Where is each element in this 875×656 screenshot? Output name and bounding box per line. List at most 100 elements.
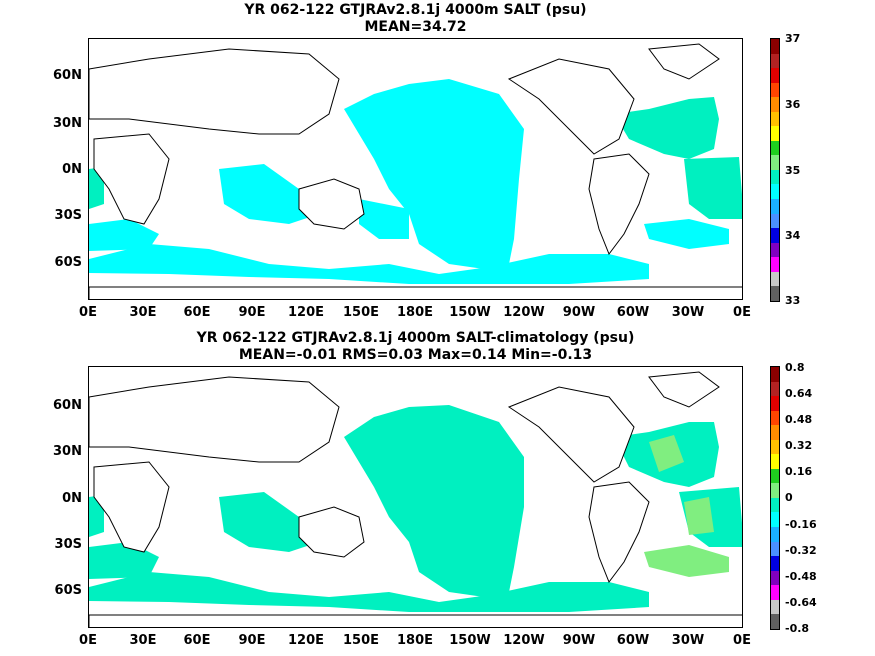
panel2-field-pacific (344, 405, 524, 597)
panel2-map (88, 366, 743, 628)
panel1-field-n-atlantic (614, 97, 719, 159)
colorbar-segment (771, 454, 779, 469)
panel1-lon-label: 150W (449, 305, 491, 320)
colorbar-segment (771, 271, 779, 287)
colorbar-segment (771, 396, 779, 411)
colorbar-segment (771, 126, 779, 141)
panel2-coast-eurasia (89, 376, 340, 463)
panel2-colorbar-tick: -0.48 (785, 570, 817, 583)
colorbar-segment (771, 53, 779, 69)
panel1-lon-label: 60W (616, 305, 650, 320)
panel1-lon-label: 90W (562, 305, 596, 320)
panel1-continents (89, 43, 742, 299)
panel2-lon-label: 120E (287, 633, 325, 648)
panel2-lat-label: 0N (62, 491, 82, 506)
panel2-field-sw-indian (89, 542, 159, 579)
panel1-lat-label: 60N (53, 68, 82, 83)
panel2-colorbar-tick: 0 (785, 491, 793, 504)
colorbar-segment (771, 439, 779, 455)
panel1-lon-label: 150E (342, 305, 380, 320)
colorbar-segment (771, 286, 779, 301)
panel1-lon-label: 0E (733, 305, 751, 320)
panel2-colorbar (770, 366, 780, 630)
colorbar-segment (771, 97, 779, 112)
panel2-coast-africa (93, 461, 170, 553)
panel1-lon-label: 120W (503, 305, 545, 320)
panel1-lat-label: 60S (54, 255, 82, 270)
colorbar-segment (771, 199, 779, 214)
panel2-field-sub-antarctic (644, 545, 729, 577)
panel1-field-sw-indian (89, 219, 159, 251)
panel2-colorbar-tick: 0.48 (785, 413, 813, 426)
panel2-coast-south-america (588, 481, 650, 584)
colorbar-segment (771, 242, 779, 258)
panel2-lon-label: 60E (183, 633, 211, 648)
panel2-colorbar-tick: 0.32 (785, 439, 813, 452)
panel2-lon-label: 60W (616, 633, 650, 648)
panel1-lon-label: 180E (396, 305, 434, 320)
panel1-lon-label: 30W (671, 305, 705, 320)
panel2-continents (89, 371, 742, 627)
colorbar-segment (771, 527, 779, 542)
colorbar-segment (771, 257, 779, 272)
panel1-coast-antarctica (89, 286, 742, 299)
colorbar-segment (771, 512, 779, 528)
panel2-lon-label: 30W (671, 633, 705, 648)
panel2-field-indian (219, 492, 319, 552)
panel2-field-s-atlantic-pos (684, 497, 714, 535)
panel1-colorbar (770, 38, 780, 302)
panel1-coast-south-america (588, 153, 650, 256)
panel1-subtitle: MEAN=34.72 (364, 19, 467, 35)
panel2-ocean-field (89, 405, 742, 612)
panel1-colorbar-tick: 37 (785, 32, 801, 45)
panel2-colorbar-tick: 0.16 (785, 465, 813, 478)
panel1-field-s-atlantic-cyan (644, 219, 729, 249)
panel2-lon-label: 0E (733, 633, 751, 648)
panel1-lon-label: 0E (79, 305, 97, 320)
panel2-lon-label: 180E (396, 633, 434, 648)
panel2-colorbar-tick: -0.32 (785, 544, 817, 557)
panel2-lon-label: 90W (562, 633, 596, 648)
panel2-colorbar-tick: -0.64 (785, 596, 817, 609)
colorbar-segment (771, 425, 779, 440)
panel2-lat-label: 60N (53, 398, 82, 413)
panel2-lon-label: 30E (129, 633, 157, 648)
colorbar-segment (771, 155, 779, 170)
panel1-lat-label: 0N (62, 162, 82, 177)
panel1-coast-greenland (648, 43, 720, 80)
panel1-coast-eurasia (89, 48, 340, 135)
colorbar-segment (771, 169, 779, 185)
colorbar-segment (771, 468, 779, 484)
panel2-lat-label: 60S (54, 583, 82, 598)
panel2-coast-australia (298, 506, 365, 558)
panel1-lon-label: 60E (183, 305, 211, 320)
panel2-title: YR 062-122 GTJRAv2.8.1j 4000m SALT-clima… (196, 330, 635, 346)
colorbar-segment (771, 111, 779, 127)
panel2-field-n-atlantic-pos (649, 435, 684, 472)
panel1-coast-australia (298, 178, 365, 230)
panel1-field-southern (89, 244, 649, 284)
colorbar-segment (771, 556, 779, 571)
panel1-colorbar-tick: 33 (785, 294, 801, 307)
panel2-field-southern (89, 572, 649, 612)
panel1-lon-label: 90E (238, 305, 266, 320)
colorbar-segment (771, 570, 779, 586)
panel1-coast-north-america (507, 58, 635, 155)
panel2-lon-label: 150E (342, 633, 380, 648)
colorbar-segment (771, 82, 779, 98)
panel1-field-pacific (344, 79, 524, 269)
colorbar-segment (771, 184, 779, 200)
colorbar-segment (771, 39, 779, 54)
panel2-lon-label: 90E (238, 633, 266, 648)
colorbar-segment (771, 599, 779, 615)
panel1-coast-africa (93, 133, 170, 225)
panel2-lon-label: 120W (503, 633, 545, 648)
colorbar-segment (771, 614, 779, 629)
panel2-lon-label: 0E (79, 633, 97, 648)
colorbar-segment (771, 381, 779, 397)
colorbar-segment (771, 68, 779, 83)
panel2-colorbar-tick: -0.8 (785, 622, 810, 635)
panel2-coast-greenland (648, 371, 720, 408)
panel1-ocean-field (89, 79, 742, 284)
panel1-title: YR 062-122 GTJRAv2.8.1j 4000m SALT (psu) (244, 2, 587, 18)
